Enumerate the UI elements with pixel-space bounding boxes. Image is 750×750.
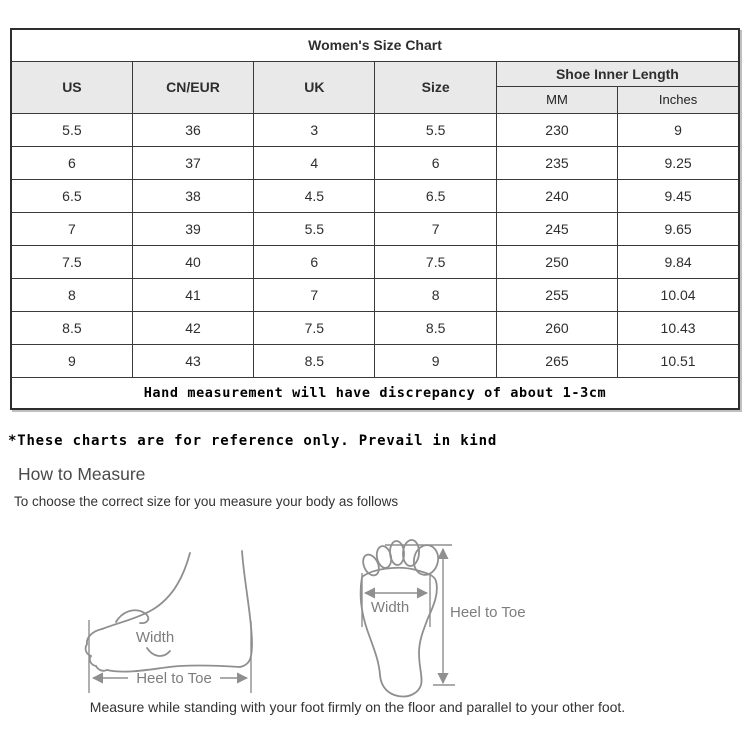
table-cell: 42 bbox=[131, 310, 255, 345]
table-title-row: Women's Size Chart bbox=[10, 28, 740, 62]
table-cell: 10.51 bbox=[617, 343, 740, 378]
foot-sole-view-diagram: Width Heel to Toe bbox=[359, 539, 526, 698]
side-view-width-label: Width bbox=[136, 629, 174, 646]
table-cell: 41 bbox=[131, 277, 255, 312]
size-chart-table: Women's Size Chart US CN/EUR UK Size Sho… bbox=[10, 28, 740, 410]
table-cell: 9 bbox=[10, 343, 133, 378]
table-cell: 43 bbox=[131, 343, 255, 378]
table-cell: 255 bbox=[495, 277, 619, 312]
table-cell: 9.45 bbox=[617, 178, 740, 213]
table-footnote-row: Hand measurement will have discrepancy o… bbox=[10, 376, 740, 410]
table-row: 8 41 7 8 255 10.04 bbox=[10, 277, 740, 312]
table-cell: 7 bbox=[253, 277, 376, 312]
table-cell: 6.5 bbox=[374, 178, 497, 213]
table-cell: 6 bbox=[253, 244, 376, 279]
how-to-measure-heading: How to Measure bbox=[18, 464, 146, 484]
table-cell: 10.43 bbox=[617, 310, 740, 345]
table-cell: 245 bbox=[495, 211, 619, 246]
header-row: US CN/EUR UK Size Shoe Inner Length bbox=[10, 60, 740, 114]
col-header-inches: Inches bbox=[617, 85, 740, 114]
table-cell: 39 bbox=[131, 211, 255, 246]
table-cell: 5.5 bbox=[253, 211, 376, 246]
table-cell: 235 bbox=[495, 145, 619, 180]
table-cell: 37 bbox=[131, 145, 255, 180]
table-title: Women's Size Chart bbox=[10, 28, 740, 62]
table-cell: 40 bbox=[131, 244, 255, 279]
table-cell: 4.5 bbox=[253, 178, 376, 213]
table-cell: 8.5 bbox=[10, 310, 133, 345]
table-cell: 4 bbox=[253, 145, 376, 180]
table-cell: 7.5 bbox=[10, 244, 133, 279]
table-cell: 6.5 bbox=[10, 178, 133, 213]
table-cell: 8 bbox=[10, 277, 133, 312]
size-chart-table-wrap: Women's Size Chart US CN/EUR UK Size Sho… bbox=[10, 28, 740, 410]
table-cell: 250 bbox=[495, 244, 619, 279]
table-cell: 265 bbox=[495, 343, 619, 378]
table-cell: 9.25 bbox=[617, 145, 740, 180]
table-cell: 10.04 bbox=[617, 277, 740, 312]
measure-instruction-caption: Measure while standing with your foot fi… bbox=[89, 699, 626, 715]
table-cell: 9.84 bbox=[617, 244, 740, 279]
foot-diagrams-illustration: Width Heel to Toe Width Heel to Toe bbox=[84, 539, 526, 698]
table-cell: 8.5 bbox=[253, 343, 376, 378]
table-cell: 5.5 bbox=[10, 112, 133, 147]
table-cell: 230 bbox=[495, 112, 619, 147]
table-cell: 260 bbox=[495, 310, 619, 345]
table-cell: 36 bbox=[131, 112, 255, 147]
table-cell: 9 bbox=[374, 343, 497, 378]
foot-side-view-diagram: Width Heel to Toe bbox=[84, 550, 253, 693]
table-cell: 9 bbox=[617, 112, 740, 147]
sole-view-width-label: Width bbox=[371, 599, 409, 616]
col-header-mm: MM bbox=[495, 85, 619, 114]
table-cell: 6 bbox=[374, 145, 497, 180]
table-cell: 7.5 bbox=[253, 310, 376, 345]
table-row: 5.5 36 3 5.5 230 9 bbox=[10, 112, 740, 147]
size-chart-body: 5.5 36 3 5.5 230 9 6 37 4 6 235 9.25 6.5 38 4.5 6.5 240 9… bbox=[10, 112, 740, 378]
table-row: 7.5 40 6 7.5 250 9.84 bbox=[10, 244, 740, 279]
table-row: 8.5 42 7.5 8.5 260 10.43 bbox=[10, 310, 740, 345]
table-cell: 9.65 bbox=[617, 211, 740, 246]
table-row: 6.5 38 4.5 6.5 240 9.45 bbox=[10, 178, 740, 213]
header-subrow: MM Inches bbox=[11, 85, 740, 114]
table-row: 9 43 8.5 9 265 10.51 bbox=[10, 343, 740, 378]
table-cell: 38 bbox=[131, 178, 255, 213]
col-header-uk: UK bbox=[253, 60, 376, 114]
how-to-measure-subtitle: To choose the correct size for you measu… bbox=[14, 494, 399, 509]
table-cell: 240 bbox=[495, 178, 619, 213]
table-cell: 3 bbox=[253, 112, 376, 147]
col-header-us: US bbox=[10, 60, 133, 114]
side-view-heel-to-toe-label: Heel to Toe bbox=[136, 670, 212, 687]
measurement-diagrams: Width Heel to Toe Width Heel to Toe bbox=[0, 515, 750, 705]
table-cell: 8 bbox=[374, 277, 497, 312]
table-footnote: Hand measurement will have discrepancy o… bbox=[10, 376, 740, 410]
col-header-size: Size bbox=[374, 60, 497, 114]
table-row: 7 39 5.5 7 245 9.65 bbox=[10, 211, 740, 246]
table-cell: 6 bbox=[10, 145, 133, 180]
table-cell: 7 bbox=[10, 211, 133, 246]
table-cell: 5.5 bbox=[374, 112, 497, 147]
col-header-shoe-inner-length: Shoe Inner Length bbox=[495, 60, 740, 87]
sole-view-heel-to-toe-label: Heel to Toe bbox=[450, 604, 526, 621]
table-row: 6 37 4 6 235 9.25 bbox=[10, 145, 740, 180]
table-cell: 7 bbox=[374, 211, 497, 246]
table-cell: 7.5 bbox=[374, 244, 497, 279]
col-header-cn-eur: CN/EUR bbox=[131, 60, 255, 114]
table-cell: 8.5 bbox=[374, 310, 497, 345]
reference-note: *These charts are for reference only. Pr… bbox=[8, 433, 498, 449]
